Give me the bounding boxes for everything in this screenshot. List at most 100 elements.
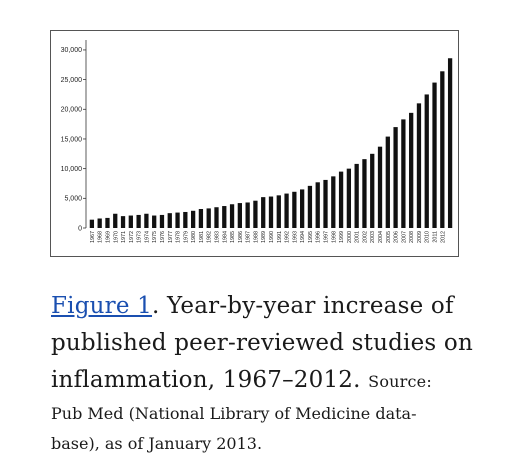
caption-line-5: base), as of January 2013. — [51, 434, 263, 453]
bar — [198, 209, 204, 228]
bar — [377, 146, 383, 228]
bar — [222, 206, 227, 228]
bar — [409, 112, 414, 228]
y-tick-label: 25,000 — [61, 77, 83, 84]
bar — [401, 119, 406, 228]
x-tick-label: 1994 — [300, 231, 306, 243]
x-tick-label: 1991 — [277, 231, 283, 243]
y-tick-label: 20,000 — [61, 107, 83, 114]
bar — [393, 127, 398, 228]
y-tick-label: 5,000 — [64, 196, 82, 203]
figure-1-link[interactable]: Figure 1 — [51, 293, 153, 319]
x-tick-label: 1969 — [105, 231, 111, 243]
caption-line-4: Pub Med (National Library of Medicine da… — [51, 404, 417, 423]
x-tick-label: 1971 — [121, 231, 127, 243]
x-tick-label: 2007 — [401, 231, 407, 243]
y-tick-label: 15,000 — [61, 136, 83, 143]
x-tick-label: 1986 — [238, 231, 244, 243]
bar — [315, 182, 320, 228]
caption-line-2: published peer-reviewed studies on — [51, 330, 473, 356]
bar — [167, 213, 172, 228]
x-tick-label: 1993 — [292, 231, 298, 243]
y-tick-label: 30,000 — [61, 47, 83, 54]
x-tick-label: 1978 — [176, 231, 182, 243]
x-tick-label: 1989 — [261, 231, 267, 243]
bar — [276, 195, 281, 228]
x-tick-label: 1982 — [207, 231, 213, 243]
bar — [113, 213, 118, 228]
x-tick-label: 1999 — [339, 231, 345, 243]
bar — [447, 58, 453, 228]
x-tick-label: 1977 — [168, 231, 174, 243]
bar — [331, 176, 336, 228]
bar — [136, 214, 141, 228]
x-tick-label: 1976 — [160, 231, 166, 243]
bar — [416, 103, 422, 228]
bar — [323, 179, 328, 228]
x-tick-label: 2009 — [417, 231, 423, 243]
x-tick-label: 1985 — [230, 231, 236, 243]
bar — [206, 208, 211, 228]
x-tick-label: 2002 — [362, 231, 368, 243]
x-tick-label: 1974 — [144, 231, 150, 243]
bar — [354, 163, 359, 228]
bar — [268, 196, 274, 228]
x-tick-label: 1970 — [113, 231, 119, 243]
bar — [175, 212, 180, 228]
x-tick-label: 2003 — [370, 231, 376, 243]
x-tick-label: 1972 — [129, 231, 135, 243]
bar — [292, 191, 297, 228]
bar — [152, 215, 157, 228]
x-tick-label: 1981 — [199, 231, 205, 243]
x-tick-label: 2011 — [433, 231, 439, 243]
x-tick-label: 1983 — [214, 231, 220, 243]
figure-caption: Figure 1. Year-by-year increase of publi… — [51, 288, 473, 459]
x-tick-label: 2005 — [386, 231, 392, 243]
bar — [424, 94, 429, 228]
y-tick-label: 10,000 — [61, 166, 83, 173]
bar — [105, 217, 110, 228]
x-tick-label: 1998 — [331, 231, 337, 243]
x-tick-label: 1995 — [308, 231, 314, 243]
x-tick-label: 1987 — [246, 231, 252, 243]
x-tick-label: 1979 — [183, 231, 189, 243]
x-tick-label: 2010 — [425, 231, 431, 243]
bar — [362, 159, 367, 228]
bar — [245, 202, 250, 228]
bar — [89, 219, 95, 228]
x-tick-label: 1967 — [90, 231, 96, 243]
bar — [128, 215, 133, 228]
y-tick-label: 0 — [78, 225, 82, 232]
x-tick-label: 1990 — [269, 231, 275, 243]
x-tick-label: 1988 — [253, 231, 259, 243]
plot-area: 0 5,000 10,000 15,000 20,000 25,000 30,000 1967… — [61, 40, 453, 243]
bar — [440, 71, 445, 228]
bar — [159, 214, 165, 228]
caption-text-1: . Year-by-year increase of — [152, 293, 454, 319]
bar — [97, 218, 102, 228]
bar — [338, 171, 344, 228]
bar — [120, 216, 126, 228]
x-tick-label: 1975 — [152, 231, 158, 243]
bar — [253, 200, 258, 228]
bar — [300, 189, 305, 228]
x-tick-label: 2001 — [355, 231, 361, 243]
x-tick-label: 1992 — [285, 231, 291, 243]
x-tick-label: 1984 — [222, 231, 228, 243]
bar — [190, 210, 196, 228]
bar — [144, 213, 149, 228]
bar — [370, 153, 375, 228]
caption-source-label: Source: — [368, 372, 432, 391]
x-tick-label: 2012 — [440, 231, 446, 243]
bar — [432, 82, 437, 228]
x-tick-label: 1996 — [316, 231, 322, 243]
x-tick-label: 1997 — [324, 231, 330, 243]
bar — [284, 193, 289, 228]
bar — [346, 168, 352, 228]
caption-text-3: inflammation, 1967–2012. — [51, 367, 361, 393]
caption-line-1: Figure 1. Year-by-year increase of — [51, 288, 471, 325]
x-tick-label: 2006 — [394, 231, 400, 243]
x-tick-label: 2008 — [409, 231, 415, 243]
bar — [183, 211, 188, 228]
x-tick-label: 2004 — [378, 231, 384, 243]
